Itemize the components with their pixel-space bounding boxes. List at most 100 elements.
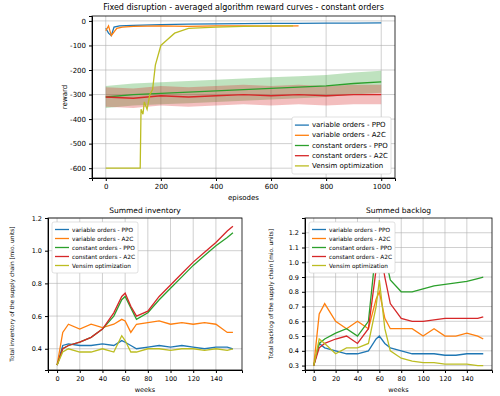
- legend-swatch: [312, 247, 326, 248]
- legend-item: variable orders - A2C: [312, 236, 390, 242]
- tick: 0: [312, 370, 316, 383]
- tick-label: 20: [332, 375, 340, 383]
- tick-label: 0.8: [289, 288, 299, 296]
- axis-line: [302, 219, 306, 371]
- tick: -300: [70, 91, 92, 99]
- legend-label: variable orders - PPO: [312, 121, 386, 129]
- tick: 1.2: [32, 215, 48, 223]
- legend-label: Vensim optimization: [72, 263, 131, 270]
- tick-mark: [216, 178, 217, 181]
- grid-line: [48, 283, 242, 284]
- tick: 0.9: [289, 274, 305, 282]
- grid-line: [305, 336, 492, 337]
- legend-item: Vensim optimization: [295, 162, 383, 170]
- y-axis: 0.40.60.81.01.2: [32, 215, 49, 371]
- tick: 1.2: [289, 229, 305, 237]
- tick-mark: [302, 233, 305, 234]
- tick-label: 200: [155, 183, 168, 191]
- legend-label: variable orders - A2C: [72, 236, 133, 242]
- tick: 0.4: [32, 345, 48, 353]
- axis-line: [49, 371, 243, 374]
- tick-label: 80: [398, 375, 406, 383]
- tick: 0.7: [289, 303, 305, 311]
- tick-label: 0.4: [32, 345, 42, 353]
- legend-box: [309, 222, 395, 273]
- tick-label: 40: [354, 375, 362, 383]
- tick-mark: [357, 370, 358, 373]
- tick-mark: [216, 370, 217, 373]
- legend-swatch: [55, 247, 69, 248]
- legend: variable orders - PPOvariable orders - A…: [52, 222, 138, 273]
- grid: [305, 218, 492, 370]
- series-line: [106, 95, 381, 99]
- tick: 200: [155, 178, 168, 191]
- tick-label: 0.9: [289, 274, 299, 282]
- tick-mark: [302, 351, 305, 352]
- tick-label: 120: [188, 375, 200, 383]
- tick-mark: [314, 370, 315, 373]
- tick-mark: [161, 178, 162, 181]
- tick-label: 400: [210, 183, 223, 191]
- tick-label: 1.2: [32, 215, 42, 223]
- tick: -600: [70, 165, 92, 173]
- tick-mark: [45, 251, 48, 252]
- series-line: [314, 222, 484, 365]
- series-line: [106, 26, 293, 168]
- tick: 0: [82, 18, 92, 26]
- legend-label: constant orders - A2C: [72, 254, 135, 260]
- tick-mark: [45, 218, 48, 219]
- tick-label: 0.4: [289, 347, 299, 355]
- legend-label: variable orders - PPO: [329, 227, 390, 233]
- error-band: [106, 71, 381, 108]
- tick: 800: [320, 178, 333, 191]
- legend-swatch: [295, 155, 309, 156]
- tick-label: 0: [82, 18, 86, 26]
- grid-line: [423, 218, 424, 370]
- grid-line: [48, 316, 242, 317]
- tick-label: 100: [417, 375, 429, 383]
- legend-item: variable orders - PPO: [295, 121, 386, 129]
- x-axis-title: weeks: [135, 386, 156, 394]
- tick-label: 0.5: [289, 333, 299, 341]
- legend-swatch: [55, 229, 69, 230]
- grid: [92, 16, 395, 178]
- tick: 0.6: [32, 313, 48, 321]
- tick: 1.1: [289, 244, 305, 252]
- tick-label: 1.1: [289, 244, 299, 252]
- legend-item: variable orders - A2C: [295, 131, 386, 139]
- tick-mark: [379, 370, 380, 373]
- axis-line: [93, 179, 396, 182]
- legend-item: constant orders - A2C: [55, 254, 135, 260]
- tick: 60: [122, 370, 130, 383]
- x-axis-title: weeks: [388, 386, 409, 394]
- tick-mark: [326, 178, 327, 181]
- series-line: [314, 280, 484, 366]
- tick-label: 60: [122, 375, 130, 383]
- series-line: [57, 336, 233, 365]
- tick: 140: [210, 370, 222, 383]
- series-line: [57, 341, 233, 366]
- grid-line: [92, 20, 395, 21]
- tick: 120: [439, 370, 451, 383]
- tick-label: 0.6: [289, 318, 299, 326]
- series-line: [57, 226, 233, 365]
- tick-mark: [467, 370, 468, 373]
- tick: 80: [398, 370, 406, 383]
- tick: 40: [354, 370, 362, 383]
- tick-mark: [381, 178, 382, 181]
- legend: variable orders - PPO variable orders - A…: [309, 222, 395, 273]
- tick-mark: [125, 370, 126, 373]
- legend-swatch: [295, 145, 309, 146]
- legend-label: Vensim optimization: [329, 263, 388, 270]
- tick-mark: [302, 336, 305, 337]
- tick-mark: [445, 370, 446, 373]
- legend-swatch: [55, 256, 69, 257]
- legend-box: [292, 117, 391, 174]
- legend-label: variable orders - A2C: [329, 236, 390, 242]
- tick: 120: [188, 370, 200, 383]
- tick-label: -100: [70, 42, 86, 50]
- legend-swatch: [295, 124, 309, 125]
- tick-label: 0.7: [289, 303, 299, 311]
- legend-item: Vensim optimization: [312, 263, 388, 270]
- legend-swatch: [312, 265, 326, 266]
